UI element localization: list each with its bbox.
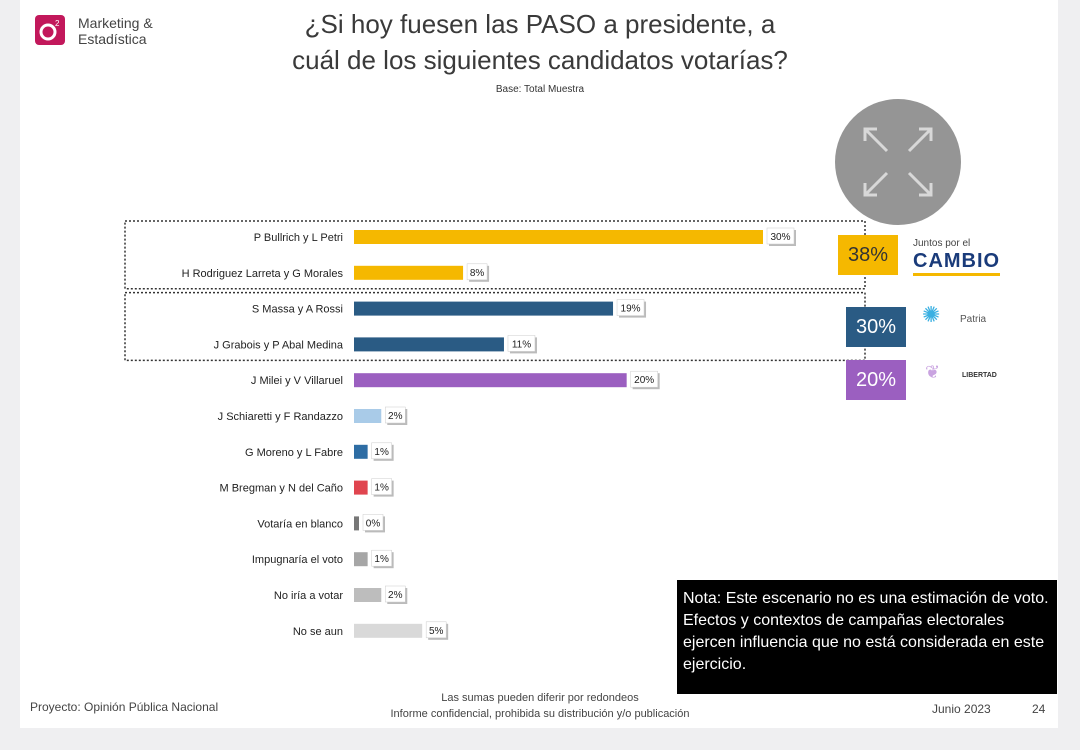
lion-icon: ❦ bbox=[925, 362, 941, 382]
value-label: 1% bbox=[374, 483, 389, 494]
title-line-1: ¿Si hoy fuesen las PASO a presidente, a bbox=[304, 9, 776, 39]
expand-icon bbox=[863, 127, 933, 197]
bar bbox=[354, 301, 614, 316]
bar bbox=[354, 516, 359, 531]
value-label-box bbox=[385, 585, 406, 603]
footer-disclaimer: Las sumas pueden diferir por redondeos I… bbox=[350, 690, 730, 722]
value-label-box bbox=[507, 335, 536, 352]
brand-line-2: Estadística bbox=[78, 31, 147, 47]
note-box: Nota: Este escenario no es una estimació… bbox=[677, 580, 1057, 694]
brand-logo-icon: 2 bbox=[35, 15, 65, 45]
footer-rounding-note: Las sumas pueden diferir por redondeos bbox=[441, 692, 639, 704]
group-total-badge-jxc: 38% bbox=[838, 235, 898, 275]
bar bbox=[354, 444, 368, 459]
bar bbox=[354, 265, 464, 280]
footer-confidential-note: Informe confidencial, prohibida su distr… bbox=[390, 708, 690, 720]
category-label: J Schiaretti y F Randazzo bbox=[218, 411, 343, 423]
title-line-2: cuál de los siguientes candidatos votarí… bbox=[292, 45, 788, 75]
expand-button[interactable] bbox=[835, 99, 961, 225]
bar bbox=[354, 373, 627, 388]
category-label: M Bregman y N del Caño bbox=[220, 483, 344, 495]
bar bbox=[354, 230, 763, 244]
value-label-box bbox=[630, 370, 658, 388]
brand-line-1: Marketing & bbox=[78, 15, 153, 31]
party-logo-jxc: CAMBIO bbox=[913, 250, 1001, 276]
chart-subtitle: Base: Total Muestra bbox=[495, 84, 585, 95]
party-logo-uxp: Patria bbox=[960, 314, 987, 325]
value-label: 1% bbox=[374, 447, 389, 458]
value-label: 0% bbox=[366, 518, 381, 529]
value-label: 20% bbox=[634, 375, 654, 386]
value-label: 8% bbox=[470, 268, 485, 279]
category-label: No iría a votar bbox=[274, 590, 343, 602]
group-total-badge-lla: 20% bbox=[846, 360, 906, 400]
bar bbox=[354, 409, 382, 423]
slide: 2 Marketing & Estadística ¿Si hoy fuesen… bbox=[20, 0, 1058, 728]
value-label: 11% bbox=[512, 339, 531, 350]
brand-name: Marketing & Estadística bbox=[78, 15, 153, 47]
bar-chart: P Bullrich y L Petri 30% H Rodriguez Larre… bbox=[124, 220, 866, 640]
value-label: 2% bbox=[388, 411, 403, 422]
category-label: P Bullrich y L Petri bbox=[254, 232, 343, 244]
party-tagline-jxc: Juntos por el bbox=[913, 238, 971, 249]
category-label: No se aun bbox=[293, 626, 343, 638]
value-label-box bbox=[616, 299, 645, 316]
bar bbox=[354, 552, 368, 567]
value-label-box bbox=[385, 406, 406, 424]
value-label-box bbox=[371, 549, 392, 567]
value-label-box bbox=[371, 478, 392, 495]
category-label: Votaría en blanco bbox=[257, 518, 343, 530]
category-label: J Milei y V Villaruel bbox=[251, 375, 343, 387]
category-label: S Massa y A Rossi bbox=[252, 304, 343, 316]
category-label: G Moreno y L Fabre bbox=[245, 447, 343, 459]
value-label: 30% bbox=[770, 232, 790, 243]
bar bbox=[354, 588, 382, 602]
party-logo-lla: LIBERTAD bbox=[962, 372, 997, 379]
page-title: ¿Si hoy fuesen las PASO a presidente, a … bbox=[220, 6, 860, 78]
sun-icon: ✺ bbox=[922, 302, 941, 327]
category-label: J Grabois y P Abal Medina bbox=[214, 339, 344, 351]
value-label-box bbox=[371, 442, 392, 460]
bar bbox=[354, 623, 423, 638]
value-label: 1% bbox=[374, 554, 389, 565]
group-total-badge-uxp: 30% bbox=[846, 307, 906, 347]
page-number: 24 bbox=[1032, 702, 1046, 716]
bar bbox=[354, 337, 504, 352]
category-label: H Rodriguez Larreta y G Morales bbox=[182, 268, 344, 280]
value-label: 5% bbox=[429, 626, 444, 637]
value-label-box bbox=[466, 263, 488, 281]
svg-text:2: 2 bbox=[55, 19, 60, 28]
value-label-box bbox=[362, 514, 384, 531]
value-label: 2% bbox=[388, 590, 403, 601]
footer-project: Proyecto: Opinión Pública Nacional bbox=[30, 700, 219, 714]
value-label: 19% bbox=[621, 304, 641, 315]
bar bbox=[354, 480, 368, 495]
category-label: Impugnaría el voto bbox=[252, 554, 343, 566]
footer-date: Junio 2023 bbox=[932, 702, 991, 716]
value-label-box bbox=[766, 227, 795, 245]
value-label-box bbox=[425, 621, 447, 639]
